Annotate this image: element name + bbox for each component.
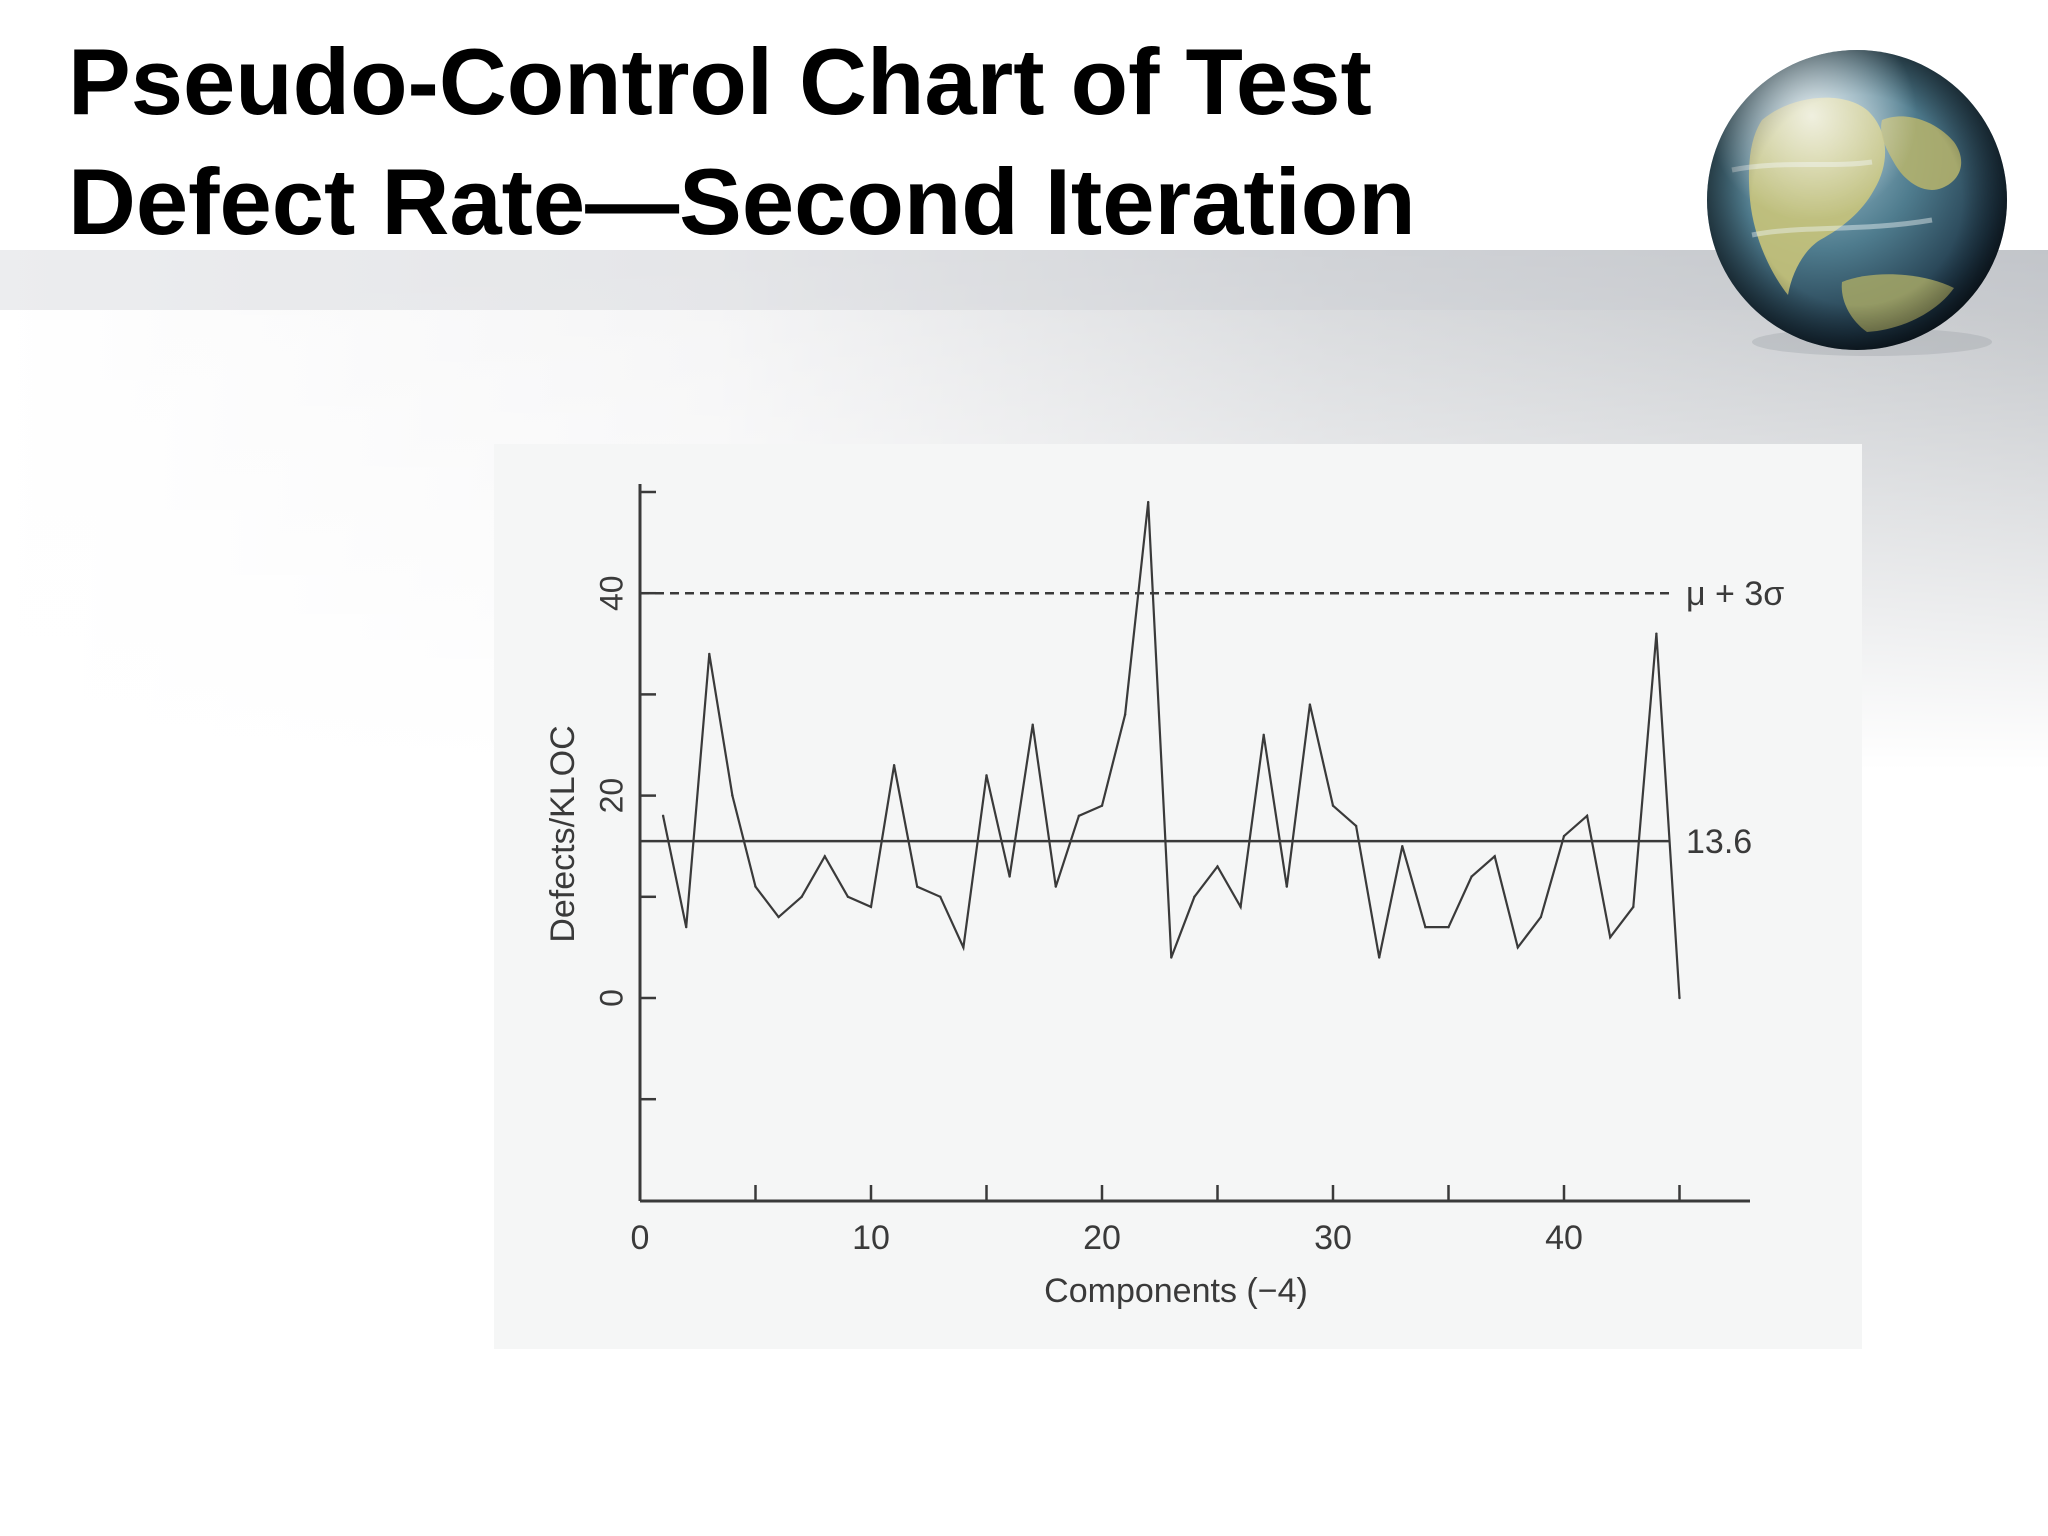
data-point [1401, 845, 1404, 848]
data-point [731, 794, 734, 797]
x-tick-label: 40 [1545, 1219, 1583, 1257]
data-point [754, 885, 757, 888]
data-point [1585, 814, 1589, 818]
data-point [1539, 915, 1543, 919]
data-point [869, 905, 873, 909]
control-chart: 0 20 40 0 10 20 30 40 μ + 3σ 13.6 Components (−4… [544, 484, 1784, 1310]
data-point [1054, 885, 1057, 888]
data-point [777, 915, 780, 919]
data-point [1447, 925, 1450, 929]
data-point [1262, 733, 1265, 737]
x-tick-label: 10 [852, 1219, 890, 1257]
x-tick-label: 20 [1083, 1219, 1121, 1257]
data-point [939, 895, 942, 898]
data-point [1493, 855, 1496, 858]
slide-title: Pseudo-Control Chart of Test Defect Rate… [68, 22, 1668, 262]
upper-control-limit-label: μ + 3σ [1686, 575, 1784, 613]
axes: 0 20 40 0 10 20 30 40 [593, 484, 1750, 1257]
data-point [800, 895, 803, 898]
data-point [1100, 804, 1104, 807]
data-point [1193, 895, 1196, 898]
data-point [1378, 956, 1381, 959]
data-point [1308, 703, 1312, 706]
reference-lines: μ + 3σ 13.6 [640, 575, 1784, 861]
y-tick-label: 20 [593, 778, 629, 814]
data-point [685, 925, 688, 929]
title-line-2: Defect Rate—Second Iteration [68, 149, 1416, 254]
series [661, 500, 1681, 1000]
data-point [1239, 905, 1242, 909]
data-point [1216, 865, 1219, 868]
data-point [846, 895, 850, 898]
x-tick-label: 30 [1314, 1219, 1352, 1257]
x-tick-label: 0 [631, 1219, 650, 1257]
y-axis-label: Defects/KLOC [544, 725, 582, 942]
data-point [1077, 814, 1081, 818]
data-point [985, 774, 988, 777]
chart-panel: 0 20 40 0 10 20 30 40 μ + 3σ 13.6 Components (−4… [494, 444, 1862, 1349]
title-line-1: Pseudo-Control Chart of Test [68, 29, 1372, 134]
data-point [823, 855, 826, 858]
data-point [1609, 936, 1612, 939]
data-point [1147, 500, 1150, 504]
data-point [962, 946, 965, 949]
y-tick-label: 0 [593, 989, 629, 1007]
y-tick-label: 40 [593, 575, 629, 611]
data-point [1516, 946, 1519, 949]
data-point [1424, 925, 1427, 929]
data-point [1031, 723, 1034, 726]
data-point [892, 764, 896, 767]
data-point [661, 814, 665, 818]
data-point [1470, 875, 1473, 878]
axis-labels: Components (−4) Defects/KLOC [544, 725, 1308, 1310]
data-point [1655, 632, 1658, 635]
data-point [1285, 885, 1288, 888]
data-point [1562, 834, 1566, 838]
data-point [708, 652, 711, 656]
data-point [1008, 875, 1011, 878]
globe-icon [1707, 50, 2007, 356]
mean-value-label: 13.6 [1686, 823, 1752, 861]
defect-rate-line [662, 502, 1681, 999]
x-axis-label: Components (−4) [1044, 1272, 1308, 1310]
data-point [1123, 713, 1127, 716]
data-point [1170, 956, 1173, 959]
data-point [1354, 824, 1358, 828]
data-point [916, 885, 919, 888]
data-point [1632, 905, 1635, 909]
data-point [1331, 804, 1335, 807]
data-point [1678, 996, 1681, 1000]
